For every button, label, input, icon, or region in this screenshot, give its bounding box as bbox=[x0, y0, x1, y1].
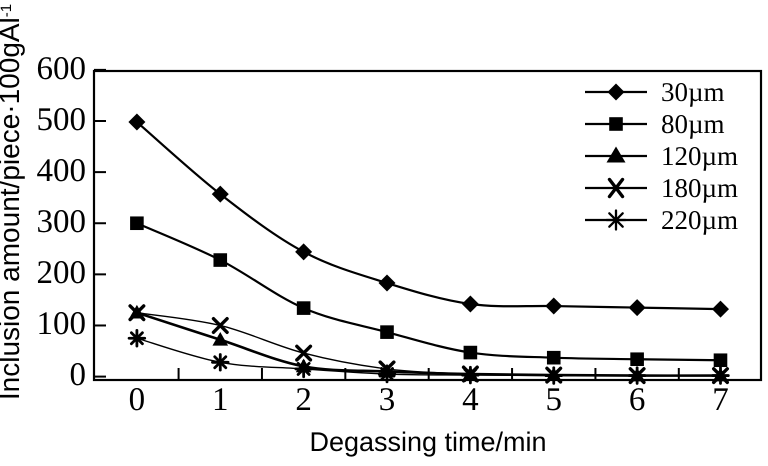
svg-text:0: 0 bbox=[70, 357, 87, 393]
svg-text:120µm: 120µm bbox=[661, 141, 738, 171]
svg-text:2: 2 bbox=[295, 382, 312, 418]
svg-text:400: 400 bbox=[37, 153, 87, 189]
svg-text:80µm: 80µm bbox=[661, 109, 725, 139]
svg-text:600: 600 bbox=[37, 51, 87, 87]
svg-text:200: 200 bbox=[37, 255, 87, 291]
svg-text:5: 5 bbox=[546, 382, 563, 418]
svg-text:Inclusion amount/piece·100gAl-: Inclusion amount/piece·100gAl-1 bbox=[0, 4, 25, 400]
svg-text:180µm: 180µm bbox=[661, 173, 738, 203]
svg-text:220µm: 220µm bbox=[661, 205, 738, 235]
svg-text:1: 1 bbox=[212, 382, 229, 418]
svg-text:6: 6 bbox=[629, 382, 646, 418]
svg-text:3: 3 bbox=[379, 382, 396, 418]
svg-text:0: 0 bbox=[129, 382, 146, 418]
svg-text:500: 500 bbox=[37, 102, 87, 138]
svg-text:7: 7 bbox=[712, 382, 729, 418]
svg-text:Degassing time/min: Degassing time/min bbox=[309, 427, 546, 457]
svg-text:100: 100 bbox=[37, 306, 87, 342]
svg-text:300: 300 bbox=[37, 204, 87, 240]
svg-text:30µm: 30µm bbox=[661, 77, 725, 107]
svg-text:4: 4 bbox=[462, 382, 479, 418]
